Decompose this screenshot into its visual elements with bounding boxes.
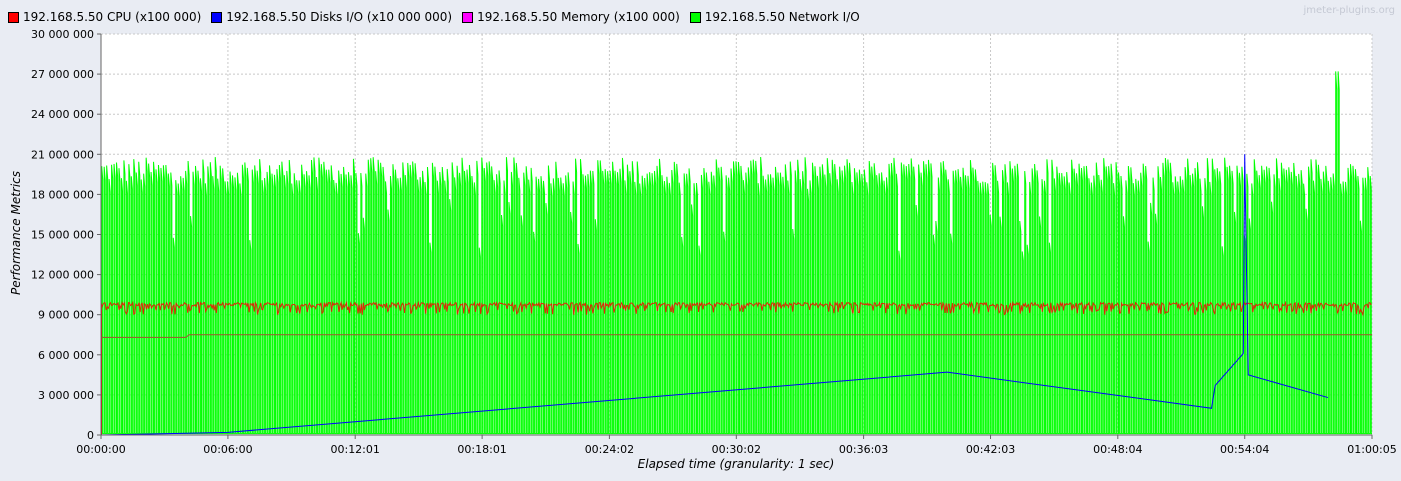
y-tick-label: 6 000 000: [38, 349, 94, 362]
y-tick-label: 3 000 000: [38, 389, 94, 402]
legend-swatch-network-io: [689, 11, 701, 23]
watermark: jmeter-plugins.org: [1303, 5, 1395, 16]
y-tick-label: 15 000 000: [31, 229, 94, 242]
y-axis-label: Performance Metrics: [9, 170, 23, 296]
x-tick-label: 00:36:03: [839, 443, 888, 456]
network-io-line: [101, 71, 1372, 435]
y-tick-label: 0: [87, 429, 94, 442]
legend-label-network-io: 192.168.5.50 Network I/O: [704, 10, 860, 24]
legend-item-memory: 192.168.5.50 Memory (x100 000): [462, 10, 680, 24]
legend-swatch-memory: [462, 11, 474, 23]
disks-io-line: [100, 154, 1329, 436]
series-disks-io: [100, 154, 1329, 436]
x-axis-ticks: 00:00:00 00:06:00 00:12:01 00:18:01 00:24:02…: [76, 435, 1397, 456]
chart-legend: 192.168.5.50 CPU (x100 000) 192.168.5.50…: [8, 7, 870, 27]
x-tick-label: 00:18:01: [457, 443, 506, 456]
y-tick-label: 18 000 000: [31, 188, 94, 201]
x-tick-label: 00:54:04: [1220, 443, 1269, 456]
y-tick-label: 9 000 000: [38, 309, 94, 322]
cpu-line: [100, 300, 1372, 317]
y-axis-ticks: 0 3 000 000 6 000 000 9 000 000 12 000 000 15…: [31, 28, 101, 442]
x-tick-label: 00:06:00: [203, 443, 252, 456]
x-tick-label: 01:00:05: [1347, 443, 1396, 456]
legend-label-cpu: 192.168.5.50 CPU (x100 000): [23, 10, 202, 24]
x-tick-label: 00:00:00: [76, 443, 125, 456]
legend-label-disks-io: 192.168.5.50 Disks I/O (x10 000 000): [226, 10, 453, 24]
memory-line: [101, 334, 1372, 338]
legend-item-cpu: 192.168.5.50 CPU (x100 000): [8, 10, 201, 24]
series-network-io: [101, 71, 1372, 435]
legend-swatch-disks-io: [211, 11, 223, 23]
y-tick-label: 24 000 000: [31, 108, 94, 121]
x-axis-label: Elapsed time (granularity: 1 sec): [637, 457, 835, 471]
series-memory: [101, 334, 1372, 338]
y-tick-label: 30 000 000: [31, 28, 94, 41]
x-tick-label: 00:24:02: [585, 443, 634, 456]
y-tick-label: 12 000 000: [31, 269, 94, 282]
legend-item-network-io: 192.168.5.50 Network I/O: [689, 10, 860, 24]
x-tick-label: 00:12:01: [330, 443, 379, 456]
legend-item-disks-io: 192.168.5.50 Disks I/O (x10 000 000): [211, 10, 452, 24]
y-tick-label: 21 000 000: [31, 148, 94, 161]
legend-swatch-cpu: [8, 11, 19, 23]
x-tick-label: 00:30:02: [712, 443, 761, 456]
x-tick-label: 00:42:03: [966, 443, 1015, 456]
y-tick-label: 27 000 000: [31, 68, 94, 81]
legend-label-memory: 192.168.5.50 Memory (x100 000): [477, 10, 680, 24]
x-tick-label: 00:48:04: [1093, 443, 1142, 456]
